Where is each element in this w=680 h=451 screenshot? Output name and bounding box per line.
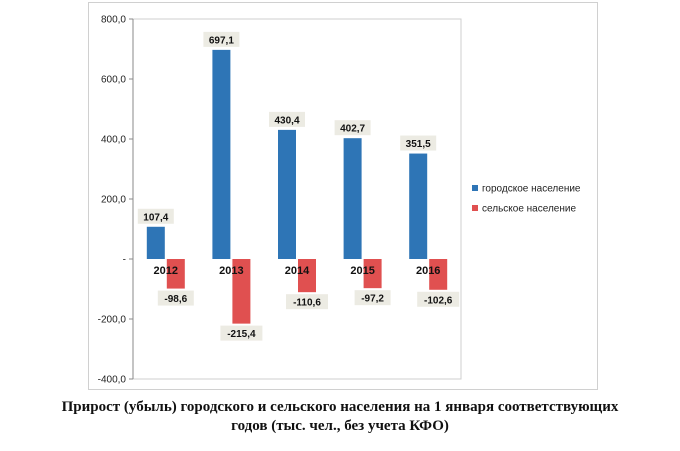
x-tick-label: 2016 — [416, 265, 440, 277]
data-label-text: -97,2 — [361, 294, 384, 305]
y-tick-label: 600,0 — [101, 75, 126, 86]
data-label-rural: -110,6 — [286, 294, 328, 310]
data-label-text: 430,4 — [274, 115, 299, 126]
bar-urban — [278, 129, 296, 259]
data-label-bg — [354, 290, 391, 306]
data-label-text: 107,4 — [143, 212, 168, 223]
data-label-urban: 430,4 — [269, 111, 305, 127]
y-tick-label: -200,0 — [98, 315, 127, 326]
x-tick-label: 2012 — [154, 265, 178, 277]
data-label-bg — [157, 290, 194, 306]
y-tick-label: 200,0 — [101, 195, 126, 206]
bar-urban — [409, 153, 428, 259]
y-tick-label: 800,0 — [101, 15, 126, 26]
x-axis: 2012 2013 2014 2015 2016 — [154, 265, 441, 277]
data-label-bg — [417, 291, 460, 307]
x-tick-label: 2013 — [219, 265, 243, 277]
data-label-bg — [203, 31, 240, 47]
data-label-bg — [220, 325, 263, 341]
bar-rural — [166, 259, 185, 289]
bar-urban — [146, 226, 165, 259]
chart-title: Прирост (убыль) городского и сельского н… — [0, 398, 680, 436]
y-tick-label: - — [123, 255, 126, 266]
chart-frame: 800,0 600,0 400,0 200,0 - -200,0 -400,0 107,4 -… — [88, 2, 598, 390]
data-label-text: 351,5 — [406, 139, 431, 150]
x-tick-label: 2014 — [285, 265, 310, 277]
data-label-urban: 697,1 — [203, 31, 240, 47]
data-label-text: -102,6 — [424, 295, 453, 306]
data-label-text: 697,1 — [209, 35, 234, 46]
data-labels: 107,4 -98,6 697,1 -215,4 430,4 -110,6 402,7 -97… — [137, 31, 460, 341]
bar-rural — [363, 259, 382, 289]
legend-label: сельское население — [482, 204, 576, 215]
y-tick-label: 400,0 — [101, 135, 126, 146]
legend: городское население сельское население — [472, 184, 581, 215]
bar-urban — [343, 138, 362, 259]
y-tick-label: -400,0 — [98, 375, 127, 386]
data-label-text: 402,7 — [340, 124, 365, 135]
data-label-bg — [400, 135, 437, 151]
legend-swatch — [472, 185, 478, 191]
data-label-text: -215,4 — [227, 329, 256, 340]
y-axis: 800,0 600,0 400,0 200,0 - -200,0 -400,0 — [98, 15, 133, 386]
chart-title-line-2: годов (тыс. чел., без учета КФО) — [231, 418, 449, 434]
data-label-urban: 402,7 — [334, 120, 371, 136]
data-label-rural: -102,6 — [417, 291, 460, 307]
data-label-bg — [269, 111, 305, 127]
data-label-text: -110,6 — [293, 298, 321, 309]
data-label-bg — [334, 120, 371, 136]
data-label-rural: -98,6 — [157, 290, 194, 306]
data-label-bg — [137, 208, 174, 224]
data-label-text: -98,6 — [164, 294, 187, 305]
x-tick-label: 2015 — [350, 265, 374, 277]
chart-title-line-1: Прирост (убыль) городского и сельского н… — [61, 399, 619, 415]
legend-swatch — [472, 205, 478, 211]
bar-urban — [212, 49, 231, 260]
data-label-urban: 107,4 — [137, 208, 174, 224]
bar-rural — [429, 259, 448, 290]
data-label-urban: 351,5 — [400, 135, 437, 151]
bar-rural — [298, 259, 316, 293]
bar-rural — [232, 259, 251, 324]
data-label-rural: -215,4 — [220, 325, 263, 341]
data-label-rural: -97,2 — [354, 290, 391, 306]
chart-svg: 800,0 600,0 400,0 200,0 - -200,0 -400,0 107,4 -… — [98, 15, 581, 386]
bars — [146, 49, 448, 324]
legend-label: городское население — [482, 184, 581, 195]
data-label-bg — [286, 294, 328, 310]
